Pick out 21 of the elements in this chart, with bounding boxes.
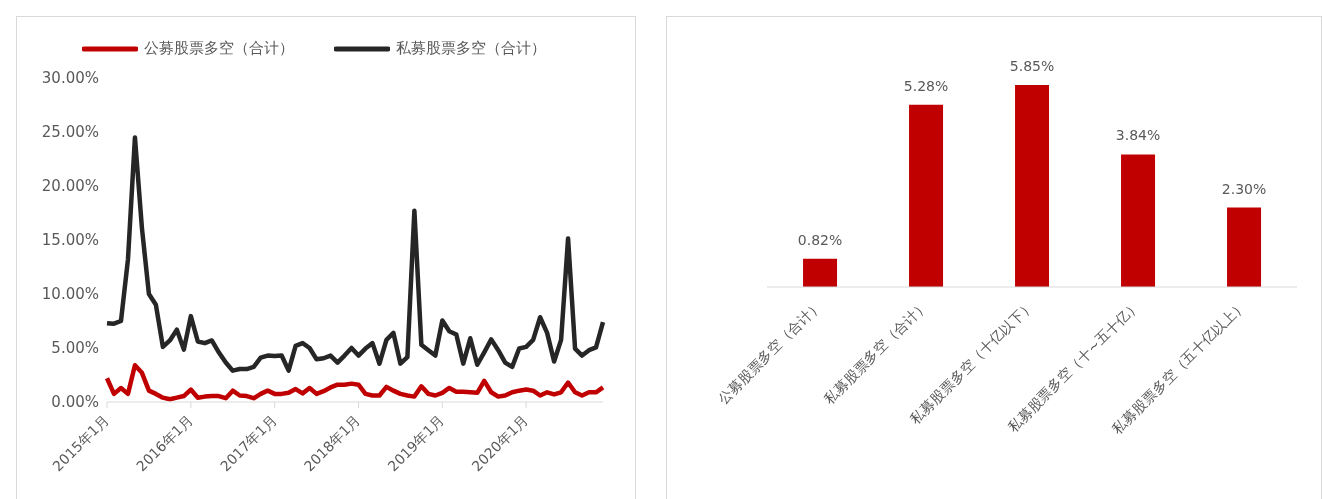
data-label: 2.30% [1221, 180, 1267, 197]
legend-label: 公募股票多空（合计） [143, 39, 294, 58]
bar [803, 258, 838, 287]
y-tick-label: 20.00% [41, 177, 99, 196]
y-tick-label: 25.00% [41, 123, 99, 142]
data-label: 0.82% [797, 231, 843, 248]
y-tick-label: 10.00% [41, 285, 99, 304]
x-tick-label: 公募股票多空（合计） [714, 296, 825, 407]
data-label: 3.84% [1115, 127, 1161, 144]
bar [1015, 85, 1050, 287]
y-tick-label: 0.00% [51, 393, 99, 412]
bar [1121, 154, 1156, 287]
data-label: 5.28% [903, 77, 949, 94]
line-series [104, 135, 606, 373]
bar [1227, 207, 1262, 287]
y-tick-label: 15.00% [41, 231, 99, 250]
data-label: 5.85% [1009, 58, 1055, 74]
y-tick-label: 5.00% [51, 339, 99, 358]
bar [909, 104, 944, 287]
legend-label: 私募股票多空（合计） [395, 39, 546, 58]
y-tick-label: 30.00% [41, 69, 99, 88]
